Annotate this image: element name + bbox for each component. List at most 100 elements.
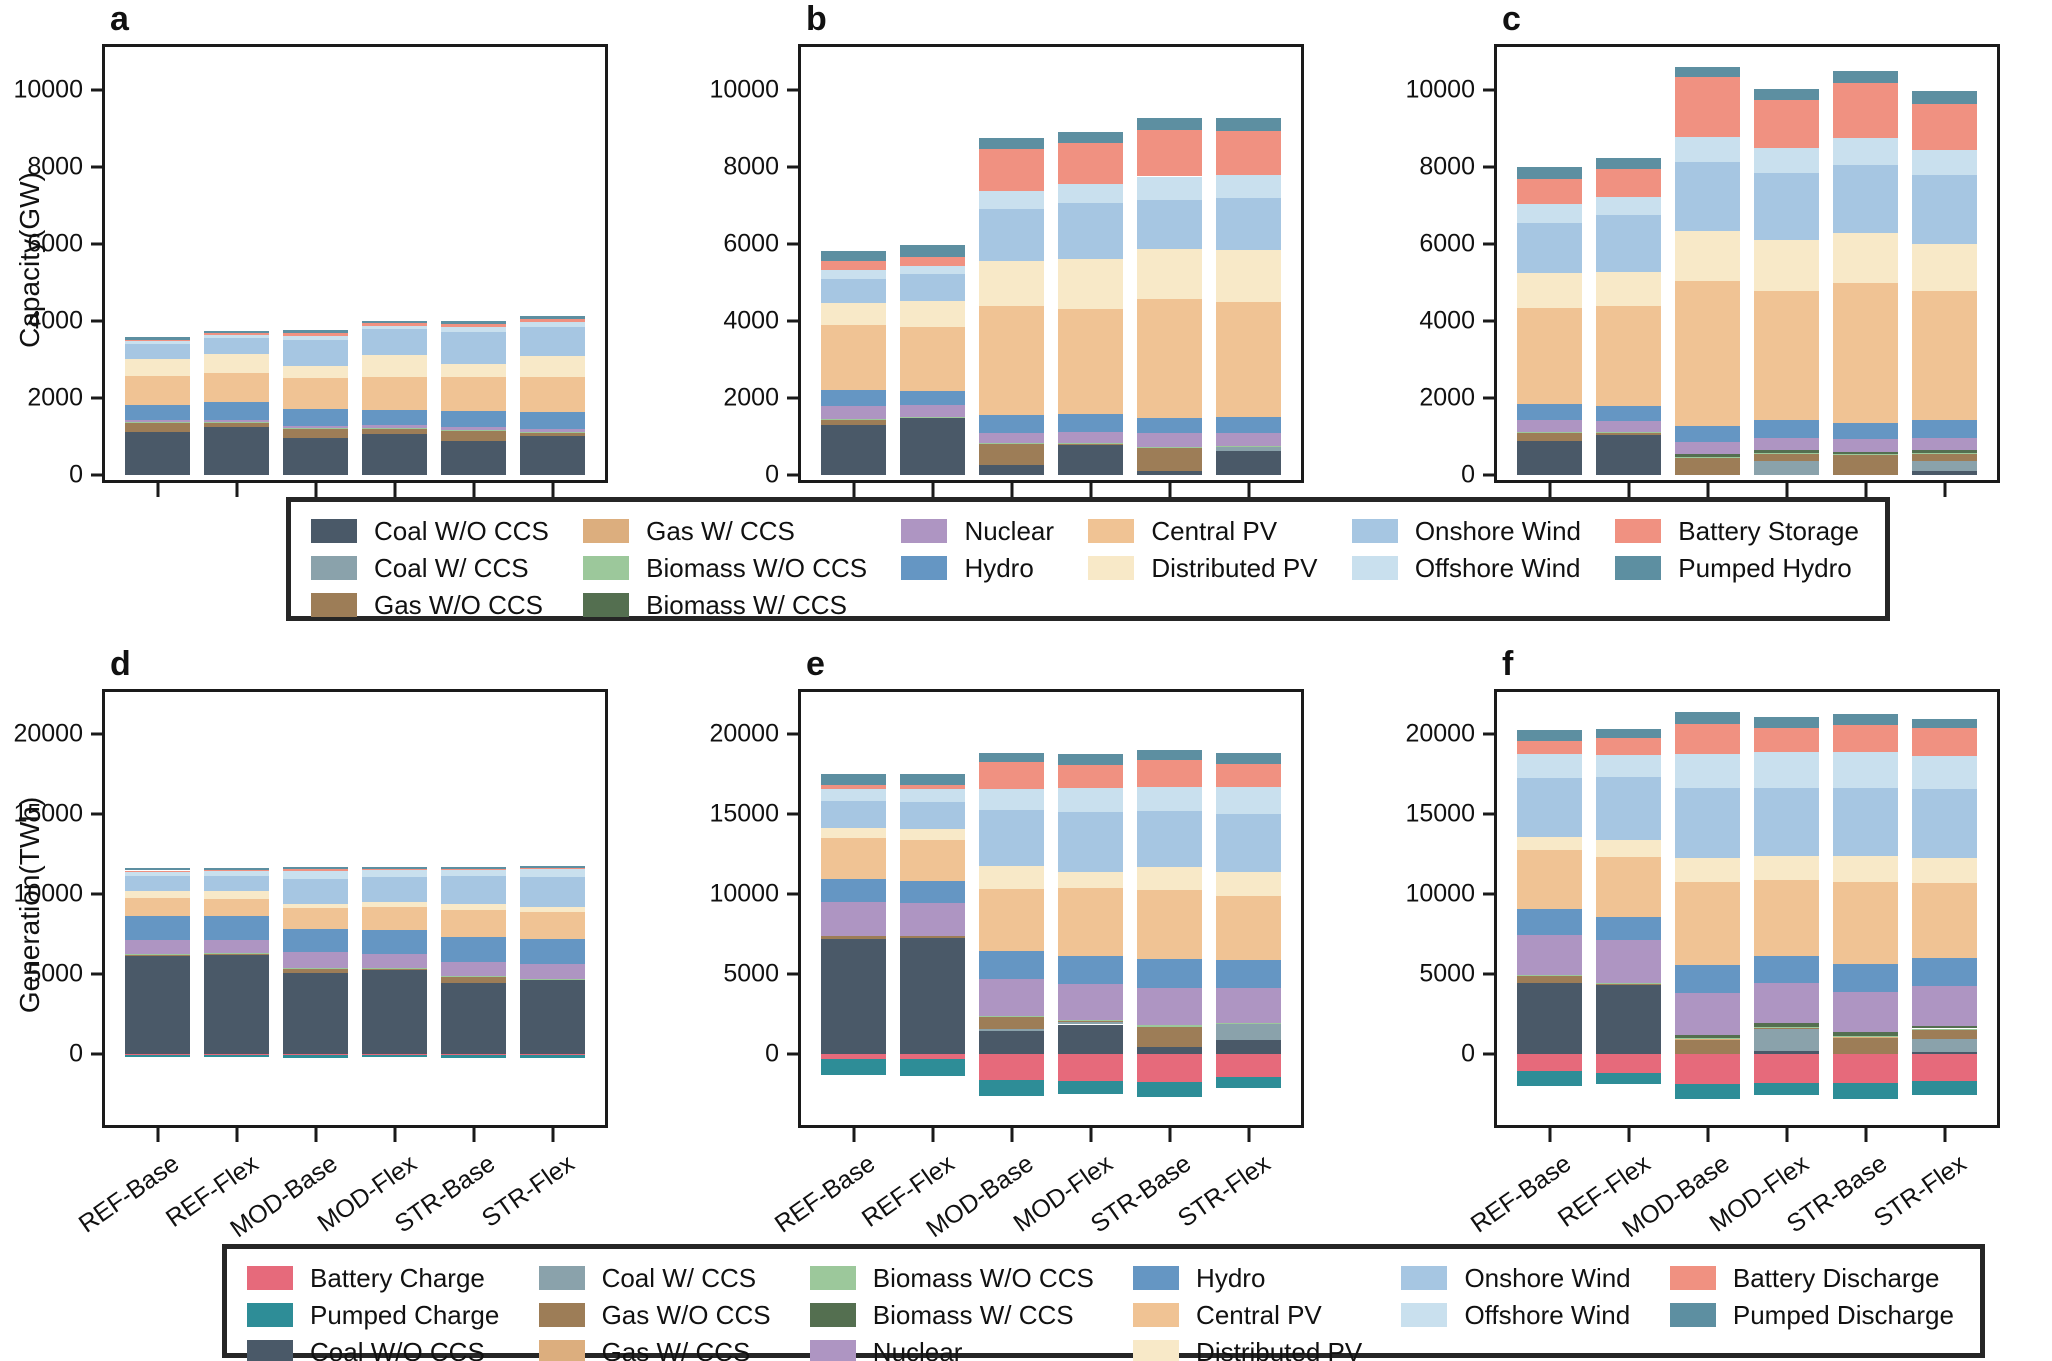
- legend-column-3: Central PV Distributed PV: [1088, 512, 1318, 586]
- bar-segment-f-REF-Base-gas_wo: [1517, 975, 1582, 983]
- bar-segment-d-STR-Base-central_pv: [441, 909, 506, 938]
- x-tick-a-1: [235, 483, 238, 497]
- legend-item-biomass_w: Biomass W/ CCS: [583, 586, 867, 623]
- legend-column-4: Onshore Wind Offshore Wind: [1401, 1259, 1631, 1333]
- bar-segment-d-STR-Flex-onshore: [520, 876, 585, 907]
- bar-segment-d-STR-Base-battery_discharge: [441, 868, 506, 870]
- bar-segment-a-MOD-Flex-battery_storage: [362, 323, 427, 327]
- bar-segment-f-STR-Base-pumped_discharge: [1833, 713, 1898, 726]
- bar-segment-f-REF-Base-onshore: [1517, 778, 1582, 838]
- bar-segment-d-REF-Flex-pumped_charge: [204, 1054, 269, 1058]
- legend-swatch-battery_discharge: [1669, 1265, 1716, 1290]
- bar-segment-e-REF-Base-pumped_discharge: [821, 774, 886, 785]
- bar-segment-d-REF-Base-central_pv: [125, 897, 190, 917]
- y-tick-f-15000: [1483, 812, 1497, 816]
- y-tick-f-0: [1483, 1052, 1497, 1056]
- y-tick-d-15000: [91, 812, 105, 816]
- bar-segment-a-MOD-Flex-gas_wo: [362, 428, 427, 434]
- bar-segment-b-REF-Flex-pumped_hydro: [900, 244, 965, 257]
- legend-swatch-hydro: [1133, 1265, 1180, 1290]
- bar-segment-a-STR-Base-coal_wo: [441, 440, 506, 475]
- bar-segment-d-MOD-Base-onshore: [283, 879, 348, 905]
- bar-segment-e-STR-Base-nuclear: [1137, 988, 1202, 1026]
- y-tick-label-c-8000: 8000: [1419, 152, 1475, 181]
- bar-segment-f-STR-Base-distributed_pv: [1833, 856, 1898, 883]
- bar-segment-b-STR-Base-pumped_hydro: [1137, 118, 1202, 131]
- bar-segment-d-REF-Flex-battery_charge: [204, 1053, 269, 1055]
- bar-segment-a-REF-Flex-biomass_wo: [204, 422, 269, 423]
- legend-item-hydro: Hydro: [901, 549, 1054, 586]
- bar-segment-d-REF-Base-hydro: [125, 916, 190, 941]
- bar-segment-d-STR-Flex-battery_discharge: [520, 867, 585, 869]
- bar-segment-b-MOD-Base-distributed_pv: [979, 261, 1044, 307]
- bar-segment-d-STR-Base-pumped_charge: [441, 1055, 506, 1058]
- bar-segment-b-STR-Flex-nuclear: [1216, 433, 1281, 446]
- bar-segment-e-MOD-Base-offshore: [979, 789, 1044, 811]
- bar-segment-c-MOD-Flex-biomass_wo: [1754, 452, 1819, 454]
- bar-segment-e-REF-Flex-onshore: [900, 801, 965, 829]
- y-tick-label-a-8000: 8000: [27, 152, 83, 181]
- bar-segment-f-MOD-Flex-biomass_w: [1754, 1022, 1819, 1027]
- bar-segment-c-STR-Base-biomass_w: [1833, 451, 1898, 454]
- bar-segment-a-REF-Flex-gas_wo: [204, 422, 269, 428]
- legend-label-central_pv: Central PV: [1196, 1299, 1322, 1330]
- y-tick-d-5000: [91, 972, 105, 976]
- y-tick-label-b-2000: 2000: [723, 383, 779, 412]
- panel-letter-a: a: [110, 0, 129, 38]
- bar-segment-f-STR-Base-onshore: [1833, 787, 1898, 857]
- bar-segment-e-MOD-Base-central_pv: [979, 888, 1044, 951]
- legend-label-biomass_w: Biomass W/ CCS: [646, 589, 847, 620]
- plot-c: 0 2000 4000 6000 8000 10000: [1405, 44, 2000, 497]
- bar-segment-d-MOD-Base-central_pv: [283, 908, 348, 930]
- legend-label-coal_wo: Coal W/O CCS: [310, 1336, 485, 1361]
- bar-segment-d-MOD-Flex-pumped_charge: [362, 1055, 427, 1058]
- bar-segment-f-REF-Flex-distributed_pv: [1596, 839, 1661, 857]
- legend-column-5: Battery Discharge Pumped Discharge: [1669, 1259, 1954, 1333]
- legend-item-onshore: Onshore Wind: [1401, 1259, 1631, 1296]
- bar-segment-d-STR-Flex-pumped_discharge: [520, 866, 585, 868]
- bar-segment-c-STR-Base-onshore: [1833, 165, 1898, 233]
- bar-segment-b-STR-Base-offshore: [1137, 176, 1202, 201]
- bar-segment-f-REF-Base-battery_discharge: [1517, 741, 1582, 755]
- bar-segment-a-STR-Flex-battery_storage: [520, 318, 585, 322]
- bar-segment-c-MOD-Base-gas_wo: [1675, 457, 1740, 475]
- bar-segment-d-MOD-Flex-battery_charge: [362, 1053, 427, 1056]
- bar-segment-f-MOD-Flex-hydro: [1754, 955, 1819, 983]
- x-tick-c-0: [1548, 483, 1551, 497]
- bar-segment-f-REF-Base-coal_wo: [1517, 982, 1582, 1054]
- bar-segment-a-MOD-Base-pumped_hydro: [283, 329, 348, 333]
- bar-segment-f-STR-Flex-pumped_discharge: [1912, 718, 1977, 729]
- legend-label-pumped_discharge: Pumped Discharge: [1732, 1299, 1954, 1330]
- x-tick-a-2: [314, 483, 317, 497]
- bar-segment-f-MOD-Base-pumped_charge: [1675, 1084, 1740, 1099]
- y-tick-label-b-8000: 8000: [723, 152, 779, 181]
- bar-segment-c-REF-Flex-offshore: [1596, 197, 1661, 216]
- bar-segment-f-STR-Base-pumped_charge: [1833, 1083, 1898, 1099]
- bar-segment-d-REF-Base-onshore: [125, 876, 190, 892]
- legend-swatch-gas_wo: [311, 592, 357, 617]
- x-tick-e-5: [1247, 1128, 1250, 1142]
- bar-segment-f-REF-Flex-pumped_discharge: [1596, 728, 1661, 739]
- bar-segment-a-MOD-Base-biomass_wo: [283, 428, 348, 429]
- x-tick-d-3: [393, 1128, 396, 1142]
- bar-segment-d-MOD-Flex-distributed_pv: [362, 902, 427, 907]
- bar-segment-e-REF-Base-central_pv: [821, 838, 886, 879]
- legend-item-hydro: Hydro: [1133, 1259, 1362, 1296]
- bar-segment-c-STR-Base-central_pv: [1833, 282, 1898, 423]
- legend-column-5: Battery Storage Pumped Hydro: [1615, 512, 1859, 586]
- x-tick-d-0: [156, 1128, 159, 1142]
- legend-swatch-pumped_hydro: [1615, 555, 1662, 580]
- bar-segment-e-STR-Flex-coal_w: [1216, 1024, 1281, 1041]
- bar-segment-d-STR-Base-onshore: [441, 876, 506, 905]
- bar-segment-f-STR-Flex-nuclear: [1912, 986, 1977, 1027]
- bar-segment-e-STR-Flex-nuclear: [1216, 987, 1281, 1023]
- legend-label-nuclear: Nuclear: [872, 1336, 963, 1361]
- y-tick-d-20000: [91, 732, 105, 736]
- bar-segment-d-MOD-Base-pumped_discharge: [283, 867, 348, 870]
- bar-segment-c-MOD-Flex-distributed_pv: [1754, 240, 1819, 291]
- bar-segment-f-REF-Base-battery_charge: [1517, 1053, 1582, 1072]
- bar-segment-d-REF-Base-pumped_discharge: [125, 868, 190, 871]
- bar-segment-e-MOD-Flex-central_pv: [1058, 888, 1123, 956]
- bar-segment-b-MOD-Flex-onshore: [1058, 203, 1123, 260]
- bar-segment-a-STR-Flex-coal_wo: [520, 436, 585, 475]
